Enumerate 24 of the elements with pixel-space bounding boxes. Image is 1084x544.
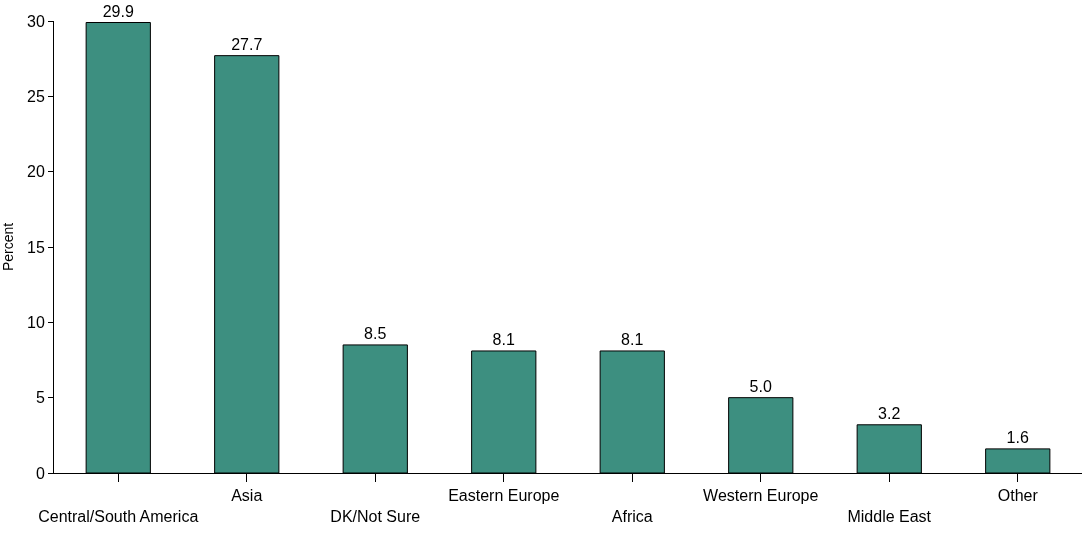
data-label: 1.6 xyxy=(1006,428,1029,446)
data-label: 3.2 xyxy=(878,404,901,422)
x-tick-label: Asia xyxy=(231,487,263,505)
data-label: 8.5 xyxy=(364,324,387,342)
y-tick-label: 10 xyxy=(27,313,45,331)
y-tick-label: 20 xyxy=(27,163,45,181)
x-tick-label: Other xyxy=(997,487,1039,505)
x-tick-label: Middle East xyxy=(847,508,932,525)
data-label: 27.7 xyxy=(231,35,263,53)
data-label: 8.1 xyxy=(492,330,515,348)
data-label: 8.1 xyxy=(621,330,644,348)
y-tick-label: 5 xyxy=(35,389,45,407)
x-tick-label: Western Europe xyxy=(703,487,819,505)
y-tick-label: 30 xyxy=(27,12,45,30)
x-tick-label: Central/South America xyxy=(38,508,199,525)
y-tick-label: 25 xyxy=(27,87,45,105)
data-label: 29.9 xyxy=(102,2,134,20)
data-label: 5.0 xyxy=(749,377,772,395)
y-tick-label: 15 xyxy=(27,238,45,256)
x-tick-label: Africa xyxy=(611,508,653,525)
y-tick-label: 0 xyxy=(35,464,45,482)
y-axis-title: Percent xyxy=(0,222,16,272)
x-tick-label: DK/Not Sure xyxy=(330,508,421,525)
x-tick-label: Eastern Europe xyxy=(448,487,560,505)
